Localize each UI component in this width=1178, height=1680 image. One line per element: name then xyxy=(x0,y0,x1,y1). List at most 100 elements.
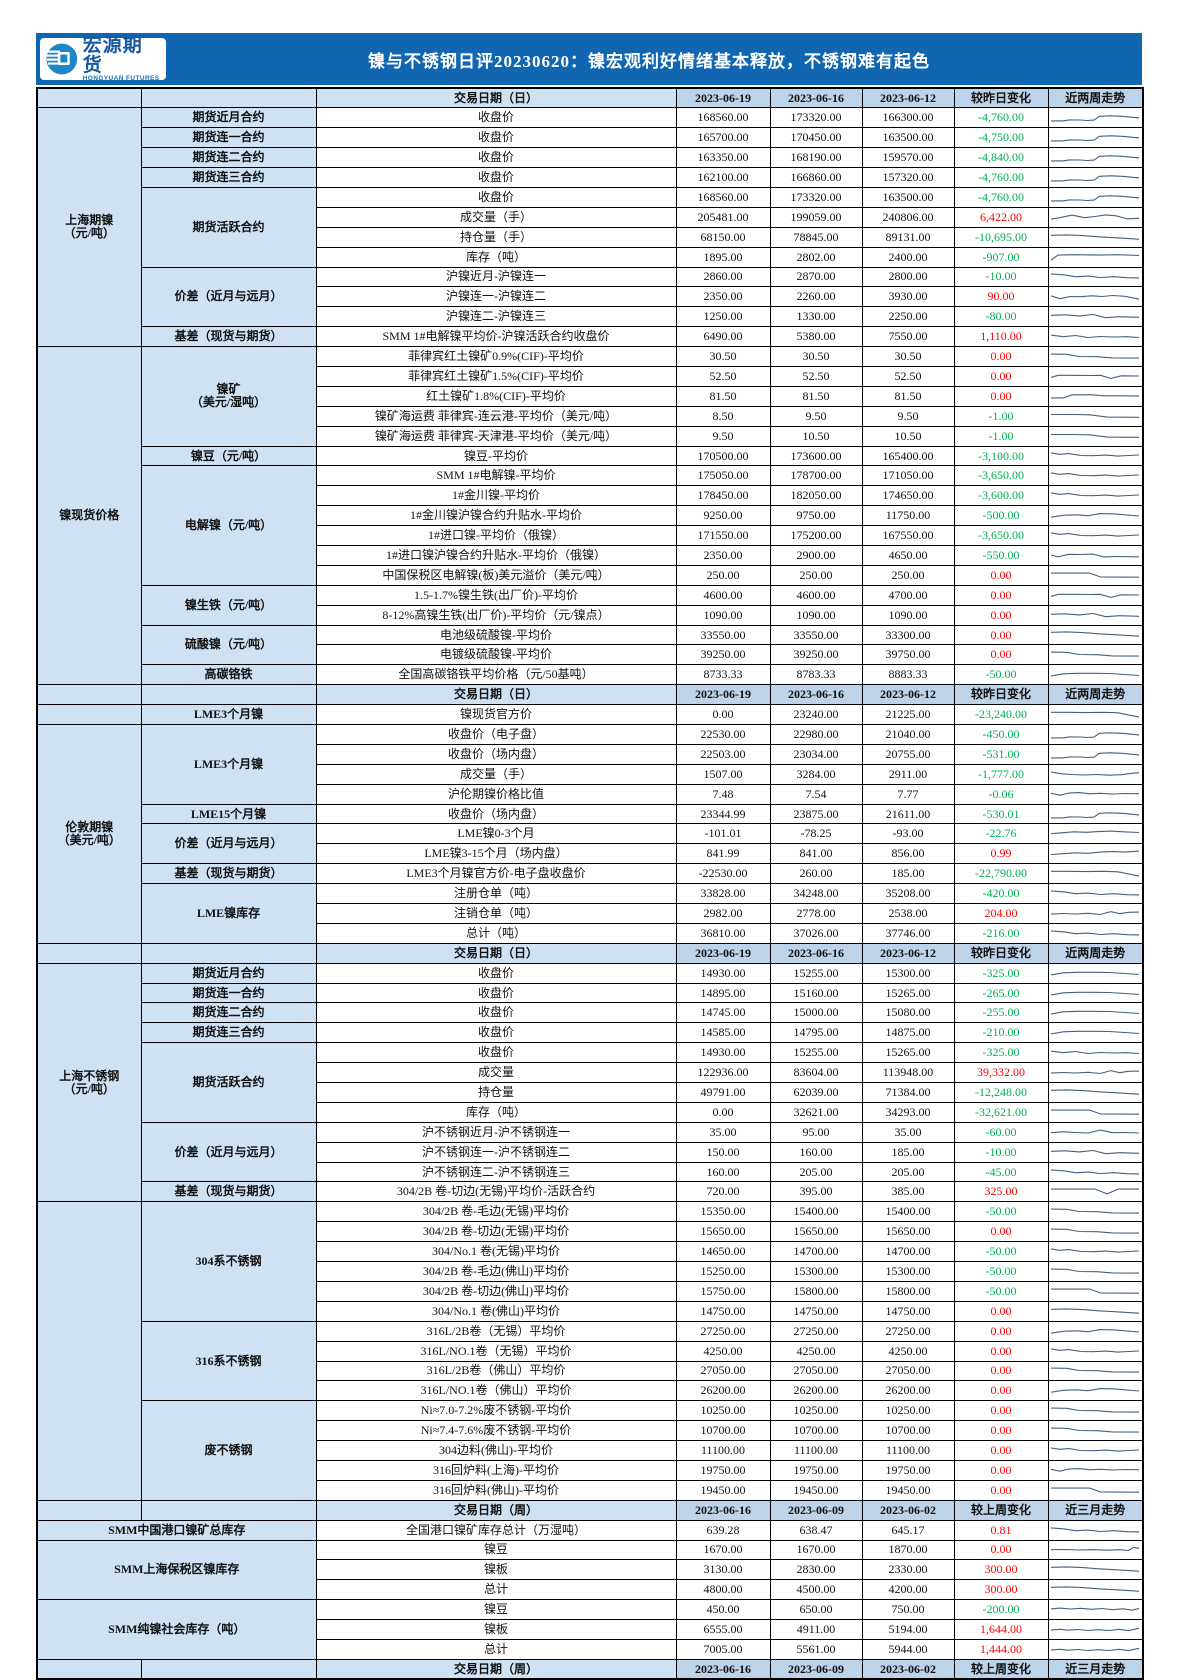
value-cell: 11100.00 xyxy=(861,1440,955,1461)
change-cell: 300.00 xyxy=(953,1579,1049,1601)
value-cell: 2350.00 xyxy=(675,286,771,308)
change-cell: 0.00 xyxy=(953,1221,1049,1243)
change-cell: -531.00 xyxy=(953,743,1049,765)
table-header-row: 交易日期（周） 2023-06-16 2023-06-09 2023-06-02 较上周… xyxy=(36,1658,1144,1680)
change-cell: 0.00 xyxy=(953,365,1049,387)
change-cell: -50.00 xyxy=(953,1280,1049,1302)
table-row: 期货活跃合约 收盘价 168560.00 173320.00 163500.00 -4,7… xyxy=(37,186,1144,268)
value-cell: 645.17 xyxy=(861,1519,955,1541)
value-cell: 15400.00 xyxy=(769,1201,863,1223)
change-cell: -23,240.00 xyxy=(953,704,1049,725)
subgroup-cell: 期货连一合约 xyxy=(140,127,317,149)
value-cell: 7550.00 xyxy=(861,326,955,348)
value-cell: 7.48 xyxy=(675,783,771,805)
sparkline-cell xyxy=(1047,1539,1144,1561)
table-row: Ni≈7.4-7.6%废不锈钢-平均价 10700.00 10700.00 10700… xyxy=(37,1420,1144,1442)
table-row: 镍矿海运费 菲律宾-连云港-平均价（美元/吨） 8.50 9.50 9.50 -1.00 xyxy=(37,405,1144,427)
sparkline-chart xyxy=(1051,1248,1140,1253)
value-cell: 162100.00 xyxy=(675,167,771,188)
sparkline-chart xyxy=(1051,1627,1140,1632)
sparkline-chart xyxy=(1051,353,1140,359)
value-cell: 89131.00 xyxy=(861,226,955,248)
value-cell: 178450.00 xyxy=(675,485,771,507)
sparkline-chart xyxy=(1051,572,1140,578)
sparkline-chart xyxy=(1051,374,1140,379)
value-cell: 14750.00 xyxy=(861,1300,955,1322)
sparkline-cell xyxy=(1047,405,1144,427)
change-cell: 0.00 xyxy=(953,564,1049,586)
table-row: 期货连一合约 收盘价 14895.00 15160.00 15265.00 -265.00 xyxy=(37,982,1144,1004)
indicator-cell: 镍豆 xyxy=(315,1539,677,1561)
value-cell: 30.50 xyxy=(861,346,955,367)
trend-column-header: 近两周走势 xyxy=(1047,684,1144,706)
change-cell: 39,332.00 xyxy=(953,1062,1049,1084)
price-table: 交易日期（日） 2023-06-19 2023-06-16 2023-06-12 较昨日… xyxy=(36,87,1144,1680)
subgroup-cell: 期货近月合约 xyxy=(140,107,317,129)
value-cell: 856.00 xyxy=(861,843,955,865)
sparkline-cell xyxy=(1047,564,1144,586)
change-cell: -80.00 xyxy=(953,306,1049,328)
sparkline-cell xyxy=(1047,1559,1144,1581)
indicator-cell: 全国港口镍矿库存总计（万湿吨） xyxy=(315,1519,677,1541)
date-column-header: 2023-06-09 xyxy=(769,1658,863,1680)
sparkline-chart xyxy=(1051,1447,1140,1452)
value-cell: 5561.00 xyxy=(769,1638,863,1660)
sparkline-cell xyxy=(1047,147,1144,169)
value-cell: 10250.00 xyxy=(675,1400,771,1422)
trade-date-header: 交易日期（日） xyxy=(315,87,677,109)
sparkline-cell xyxy=(1047,644,1144,666)
indicator-cell: 304/2B 卷-切边(佛山)平均价 xyxy=(315,1280,677,1302)
change-cell: 0.00 xyxy=(953,385,1049,407)
sparkline-chart xyxy=(1051,1407,1140,1413)
sparkline-cell xyxy=(1047,922,1144,944)
value-cell: 19450.00 xyxy=(675,1479,771,1501)
value-cell: 650.00 xyxy=(769,1599,863,1621)
indicator-cell: 注销仓单（吨） xyxy=(315,903,677,924)
value-cell: 14930.00 xyxy=(675,1042,771,1064)
sparkline-chart xyxy=(1051,673,1140,677)
value-cell: 122936.00 xyxy=(675,1062,771,1084)
value-cell: 37026.00 xyxy=(769,922,863,944)
change-cell: -4,750.00 xyxy=(953,127,1049,149)
value-cell: 26200.00 xyxy=(861,1380,955,1402)
sparkline-cell xyxy=(1047,445,1144,467)
subgroup-cell: 硫酸镍（元/吨） xyxy=(140,624,317,666)
table-row: 304/2B 卷-毛边(佛山)平均价 15250.00 15300.00 15300.… xyxy=(37,1261,1144,1282)
header-spacer-cell xyxy=(36,87,142,109)
sparkline-cell xyxy=(1047,1022,1144,1044)
table-row: LME3个月镍 镍现货官方价 0.00 23240.00 21225.00 -23,240… xyxy=(36,704,1144,725)
value-cell: 9750.00 xyxy=(769,505,863,527)
subgroup-cell: 期货近月合约 xyxy=(140,962,317,984)
value-cell: 3130.00 xyxy=(675,1559,771,1581)
value-cell: 8733.33 xyxy=(675,664,771,686)
table-row: 1#金川镍沪镍合约升贴水-平均价 9250.00 9750.00 11750.00 -5… xyxy=(37,505,1144,527)
sparkline-cell xyxy=(1047,107,1144,129)
header-spacer-cell xyxy=(140,87,317,109)
value-cell: 7.54 xyxy=(769,783,863,805)
value-cell: 250.00 xyxy=(861,564,955,586)
indicator-cell: 总计（吨） xyxy=(315,922,677,944)
sparkline-cell xyxy=(1047,1400,1144,1422)
indicator-cell: 304/No.1 卷(佛山)平均价 xyxy=(315,1300,677,1322)
change-cell: -210.00 xyxy=(953,1022,1049,1044)
indicator-cell: 316L/2B卷（佛山）平均价 xyxy=(315,1360,677,1382)
sparkline-chart xyxy=(1051,631,1140,638)
sparkline-chart xyxy=(1051,651,1140,658)
value-cell: 15255.00 xyxy=(769,962,863,984)
indicator-cell: 1#金川镍沪镍合约升贴水-平均价 xyxy=(315,505,677,527)
value-cell: 1250.00 xyxy=(675,306,771,328)
value-cell: 20755.00 xyxy=(861,743,955,765)
value-cell: 1670.00 xyxy=(675,1539,771,1561)
value-cell: 21040.00 xyxy=(861,724,955,745)
value-cell: 27050.00 xyxy=(675,1360,771,1382)
value-cell: 260.00 xyxy=(769,863,863,885)
value-cell: 27250.00 xyxy=(861,1320,955,1342)
value-cell: 4911.00 xyxy=(769,1619,863,1640)
indicator-cell: SMM 1#电解镍-平均价 xyxy=(315,465,677,487)
value-cell: 30.50 xyxy=(675,346,771,367)
sparkline-cell xyxy=(1047,624,1144,646)
sparkline-chart xyxy=(1051,452,1140,458)
value-cell: 166860.00 xyxy=(769,167,863,188)
change-cell: 0.00 xyxy=(953,346,1049,367)
sparkline-cell xyxy=(1047,1599,1144,1621)
